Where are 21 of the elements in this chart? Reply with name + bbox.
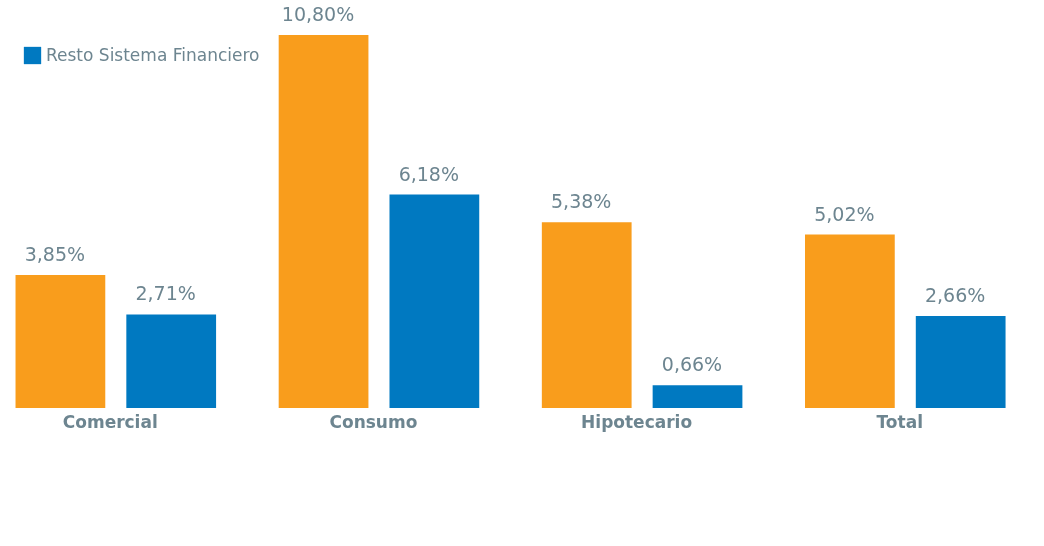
data-label: 5,38% bbox=[551, 190, 612, 213]
x-tick-label: Consumo bbox=[329, 411, 418, 432]
bar bbox=[278, 34, 369, 408]
x-tick-label: Total bbox=[876, 411, 923, 432]
bar bbox=[915, 316, 1006, 408]
bar bbox=[389, 194, 480, 408]
bar bbox=[652, 385, 743, 408]
data-label: 5,02% bbox=[814, 202, 875, 225]
bar bbox=[805, 234, 895, 408]
bar bbox=[15, 275, 106, 408]
bar bbox=[541, 222, 632, 408]
x-tick-label: Comercial bbox=[62, 411, 158, 432]
data-label: 3,85% bbox=[24, 243, 86, 265]
x-tick-label: Hipotecario bbox=[581, 411, 693, 432]
data-label: 0,66% bbox=[661, 353, 723, 376]
data-label: 2,66% bbox=[924, 284, 986, 307]
legend-label: Resto Sistema Financiero bbox=[46, 44, 260, 65]
bar bbox=[126, 314, 217, 408]
data-label: 2,71% bbox=[135, 282, 196, 305]
data-label: 10,80% bbox=[281, 2, 355, 25]
data-label: 6,18% bbox=[398, 162, 459, 185]
